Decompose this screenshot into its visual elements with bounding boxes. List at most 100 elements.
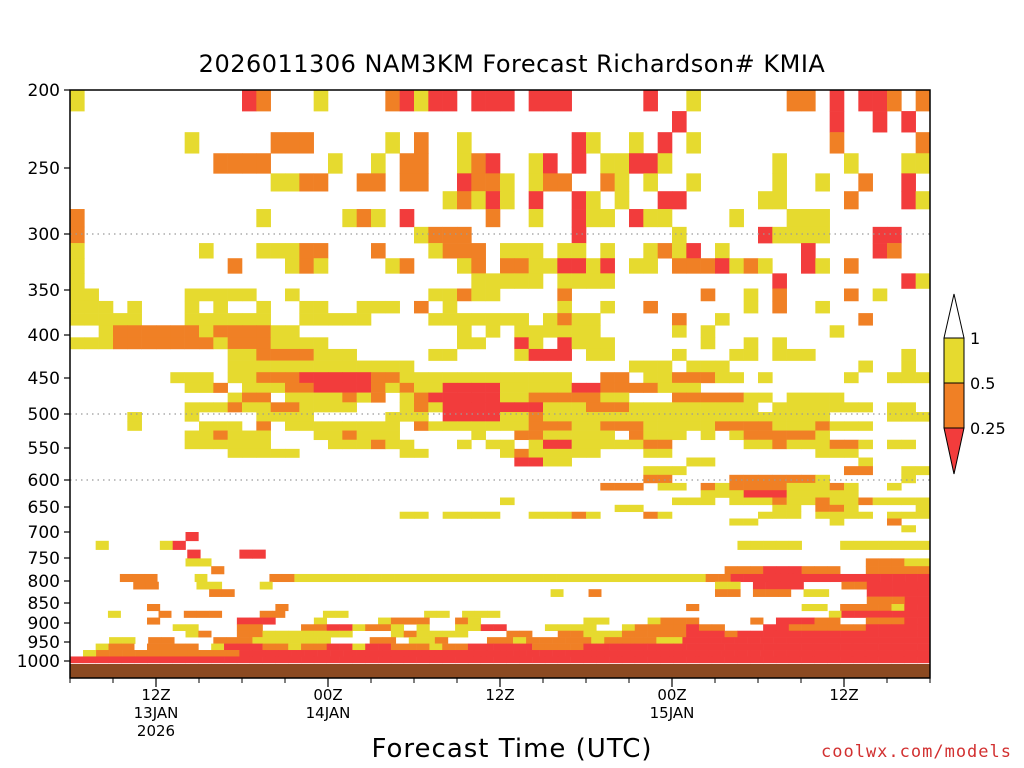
ri-cell <box>786 226 802 244</box>
ri-cell <box>342 313 357 326</box>
ri-cell <box>614 392 630 403</box>
ri-cell <box>557 348 572 361</box>
ri-cell <box>669 637 683 644</box>
ri-cell <box>737 643 751 651</box>
ri-cell <box>815 430 830 441</box>
ri-cell <box>371 360 386 373</box>
ri-cell <box>395 650 410 657</box>
ri-cell <box>236 643 251 651</box>
ri-cell <box>385 258 400 274</box>
ri-cell <box>917 540 931 550</box>
ri-cell <box>715 482 730 491</box>
ri-cell <box>134 656 148 664</box>
ri-cell <box>428 348 443 361</box>
ri-cell <box>141 325 157 338</box>
ri-cell <box>571 439 587 450</box>
ri-cell <box>209 581 223 590</box>
ri-cell <box>371 209 386 228</box>
ri-cell <box>313 643 328 651</box>
ri-cell <box>827 630 841 638</box>
ri-cell <box>878 656 892 664</box>
ri-cell <box>729 392 744 403</box>
ri-cell <box>543 430 558 441</box>
ri-cell <box>858 313 873 326</box>
ri-cell <box>259 581 273 590</box>
ri-cell <box>583 624 597 632</box>
ri-cell <box>213 325 228 338</box>
ri-cell <box>270 337 286 350</box>
ri-cell <box>643 466 658 476</box>
ri-cell <box>775 624 790 632</box>
ri-cell <box>887 412 902 422</box>
ri-cell <box>801 412 816 422</box>
ri-cell <box>829 490 845 498</box>
ri-cell <box>514 348 529 361</box>
ri-cell <box>801 474 816 484</box>
ri-cell <box>185 558 199 567</box>
ri-cell <box>715 360 730 373</box>
ri-cell <box>343 650 357 657</box>
ri-cell <box>252 637 266 644</box>
ri-cell <box>700 430 716 441</box>
ri-cell <box>790 581 804 590</box>
ri-cell <box>904 610 918 618</box>
ri-cell <box>698 643 713 651</box>
ri-cell <box>772 474 787 484</box>
ri-cell <box>786 650 800 657</box>
ri-cell <box>801 497 816 506</box>
ri-cell <box>539 650 553 657</box>
ri-cell <box>198 630 212 638</box>
ri-cell <box>256 372 271 384</box>
ri-cell <box>331 573 345 583</box>
ri-cell <box>917 624 931 632</box>
ri-cell <box>213 300 228 314</box>
ri-cell <box>121 656 135 664</box>
ri-cell <box>657 466 673 476</box>
ri-cell <box>852 643 867 651</box>
ri-cell <box>514 402 529 413</box>
ri-cell <box>758 482 773 491</box>
ri-cell <box>371 421 386 431</box>
ri-cell <box>285 382 300 393</box>
ri-cell <box>127 421 142 431</box>
ri-cell <box>275 656 289 664</box>
ri-cell <box>772 412 787 422</box>
ri-cell <box>543 258 558 274</box>
ri-cell <box>877 650 892 657</box>
ri-cell <box>184 288 200 302</box>
ri-cell <box>887 90 902 112</box>
ri-cell <box>385 412 400 422</box>
ri-cell <box>901 525 916 533</box>
ri-cell <box>852 630 867 638</box>
ri-cell <box>339 643 353 651</box>
ri-cell <box>213 382 228 393</box>
ri-cell <box>457 325 472 338</box>
ri-cell <box>371 153 386 174</box>
credit-link[interactable]: coolwx.com/models <box>821 742 1012 762</box>
ri-cell <box>917 581 931 590</box>
ri-cell <box>184 430 200 441</box>
ri-cell <box>673 617 687 625</box>
ri-cell <box>840 624 854 632</box>
ri-cell <box>147 617 161 625</box>
ri-cell <box>428 402 443 413</box>
ri-cell <box>528 412 544 422</box>
ri-cell <box>786 421 802 431</box>
ri-cell <box>256 153 271 174</box>
ri-cell <box>414 300 429 314</box>
ri-cell <box>399 90 415 112</box>
ri-cell <box>342 209 357 228</box>
ri-cell <box>630 650 644 657</box>
ri-cell <box>643 258 658 274</box>
ri-cell <box>693 573 706 583</box>
ri-cell <box>213 313 228 326</box>
ri-cell <box>385 439 400 450</box>
ri-cell <box>758 439 773 450</box>
ri-cell <box>887 372 902 384</box>
ri-cell <box>892 610 906 618</box>
ri-cell <box>481 573 495 583</box>
ri-cell <box>878 558 892 567</box>
ri-cell <box>531 573 544 583</box>
ri-cell <box>285 337 300 350</box>
ri-cell <box>571 412 587 422</box>
